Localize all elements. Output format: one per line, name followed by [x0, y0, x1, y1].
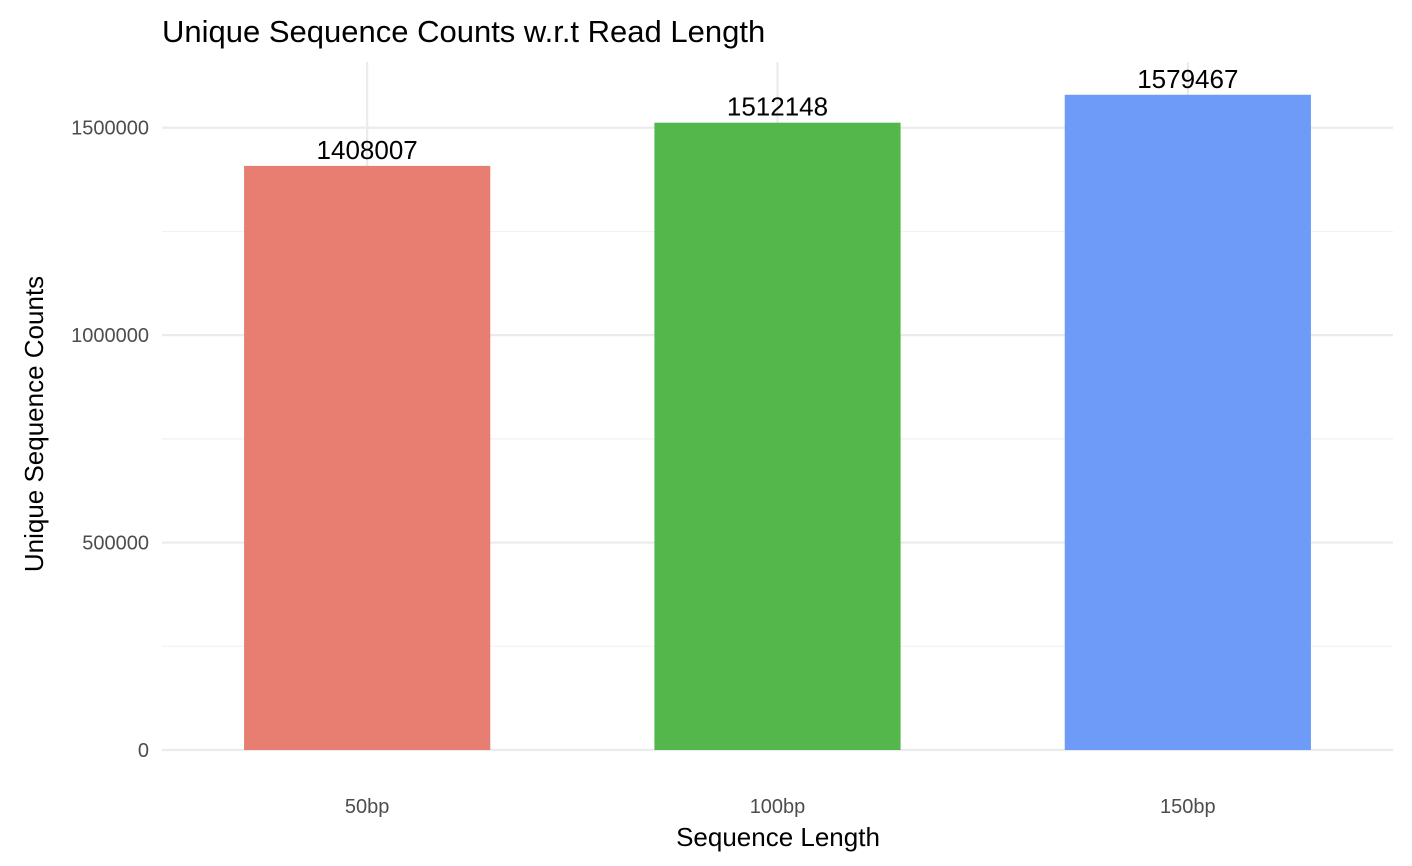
data-label-50bp: 1408007 — [317, 135, 418, 165]
x-axis-title: Sequence Length — [676, 822, 880, 852]
bar-50bp — [244, 165, 491, 751]
x-tick-label: 50bp — [345, 796, 390, 818]
data-labels: 1408007 1512148 1579467 — [317, 64, 1239, 165]
y-tick-label: 1000000 — [71, 325, 149, 347]
x-axis-ticks: 50bp 100bp 150bp — [345, 796, 1216, 818]
y-tick-label: 1500000 — [71, 118, 149, 140]
x-tick-label: 150bp — [1160, 796, 1216, 818]
bars — [244, 94, 1311, 751]
y-axis-title: Unique Sequence Counts — [19, 276, 49, 572]
x-tick-label: 100bp — [750, 796, 806, 818]
y-axis-ticks: 0 500000 1000000 1500000 — [71, 118, 149, 762]
y-tick-label: 0 — [138, 740, 149, 762]
bar-100bp — [654, 122, 901, 750]
data-label-150bp: 1579467 — [1137, 64, 1238, 94]
y-tick-label: 500000 — [82, 533, 149, 555]
chart-title: Unique Sequence Counts w.r.t Read Length — [162, 14, 765, 49]
bar-150bp — [1064, 94, 1311, 750]
data-label-100bp: 1512148 — [727, 92, 828, 122]
